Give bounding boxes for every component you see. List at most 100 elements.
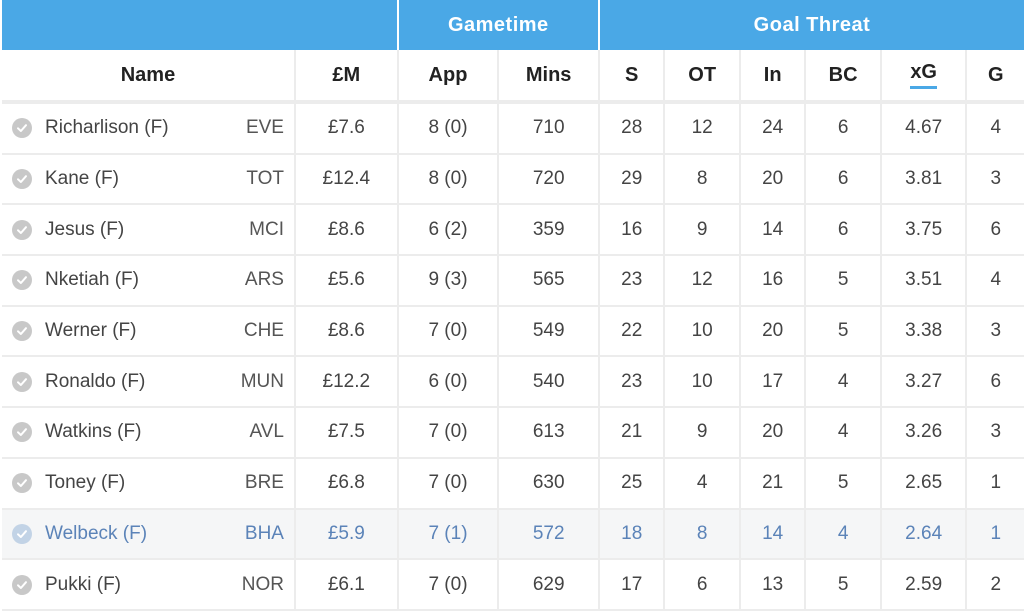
team-code: AVL xyxy=(249,421,284,443)
player-name[interactable]: Toney (F) xyxy=(45,472,126,494)
table-row[interactable]: Toney (F) BRE £6.8 7 (0) 630 25 4 21 5 2.65 1 xyxy=(2,457,1024,510)
xg-cell: 3.75 xyxy=(880,204,968,257)
goals-cell: 3 xyxy=(966,305,1024,358)
price-cell: £8.6 xyxy=(294,204,399,257)
team-code: MUN xyxy=(240,370,284,392)
big-chances-cell: 4 xyxy=(805,356,882,409)
team-code: EVE xyxy=(245,117,284,139)
player-cell-wrap: Nketiah (F) ARS xyxy=(12,269,294,291)
player-name[interactable]: Welbeck (F) xyxy=(45,522,148,544)
mins-cell: 629 xyxy=(498,559,600,611)
check-circle-icon[interactable] xyxy=(12,422,32,443)
goals-cell: 3 xyxy=(966,153,1024,206)
goals-cell: 4 xyxy=(966,255,1024,307)
goals-cell: 2 xyxy=(966,559,1024,611)
check-circle-icon[interactable] xyxy=(12,473,32,494)
group-header-blank xyxy=(2,0,399,50)
in-box-cell: 13 xyxy=(739,559,807,611)
player-cell-wrap: Welbeck (F) BHA xyxy=(12,523,294,545)
column-header-app[interactable]: App xyxy=(397,50,500,104)
column-header-name[interactable]: Name xyxy=(2,50,296,104)
table-row[interactable]: Richarlison (F) EVE £7.6 8 (0) 710 28 12 24 6 4.6… xyxy=(2,102,1024,155)
check-circle-icon[interactable] xyxy=(12,118,32,139)
table-row[interactable]: Nketiah (F) ARS £5.6 9 (3) 565 23 12 16 5 3.51 4 xyxy=(2,255,1024,307)
player-name-group: Watkins (F) xyxy=(12,421,141,443)
team-code: ARS xyxy=(244,269,284,291)
player-name[interactable]: Ronaldo (F) xyxy=(45,370,146,392)
player-name[interactable]: Richarlison (F) xyxy=(45,117,169,139)
player-cell-wrap: Ronaldo (F) MUN xyxy=(12,371,294,393)
price-cell: £5.9 xyxy=(294,508,399,561)
goals-cell: 3 xyxy=(966,407,1024,459)
column-header-mins[interactable]: Mins xyxy=(498,50,600,104)
column-header-big-chances-label: BC xyxy=(828,63,858,86)
mins-cell: 710 xyxy=(498,102,600,155)
shots-cell: 17 xyxy=(599,559,666,611)
xg-cell: 2.59 xyxy=(880,559,968,611)
column-header-goals[interactable]: G xyxy=(966,50,1024,104)
check-circle-icon[interactable] xyxy=(12,574,32,595)
player-name[interactable]: Pukki (F) xyxy=(45,573,121,595)
on-target-cell: 12 xyxy=(664,102,741,155)
on-target-cell: 10 xyxy=(664,356,741,409)
in-box-cell: 20 xyxy=(739,305,807,358)
check-circle-icon[interactable] xyxy=(12,523,32,544)
shots-cell: 21 xyxy=(599,407,666,459)
price-cell: £12.4 xyxy=(294,153,399,206)
player-cell: Werner (F) CHE xyxy=(2,305,296,358)
player-cell-wrap: Toney (F) BRE xyxy=(12,472,294,494)
column-header-big-chances[interactable]: BC xyxy=(805,50,882,104)
player-name[interactable]: Watkins (F) xyxy=(45,421,142,443)
group-header-gametime: Gametime xyxy=(397,0,601,50)
on-target-cell: 8 xyxy=(664,508,741,561)
player-cell: Ronaldo (F) MUN xyxy=(2,356,296,409)
price-cell: £7.5 xyxy=(294,407,399,459)
player-name[interactable]: Kane (F) xyxy=(45,168,119,190)
on-target-cell: 9 xyxy=(664,407,741,459)
player-cell: Kane (F) TOT xyxy=(2,153,296,206)
big-chances-cell: 5 xyxy=(805,255,882,307)
check-circle-icon[interactable] xyxy=(12,219,32,240)
goals-cell: 1 xyxy=(966,457,1024,510)
mins-cell: 572 xyxy=(498,508,600,561)
column-header-price[interactable]: £M xyxy=(294,50,399,104)
table-row[interactable]: Watkins (F) AVL £7.5 7 (0) 613 21 9 20 4 3.26 3 xyxy=(2,407,1024,459)
player-name[interactable]: Werner (F) xyxy=(45,320,137,342)
xg-cell: 3.27 xyxy=(880,356,968,409)
player-name[interactable]: Nketiah (F) xyxy=(45,269,139,291)
check-circle-icon[interactable] xyxy=(12,169,32,190)
shots-cell: 16 xyxy=(599,204,666,257)
check-circle-icon[interactable] xyxy=(12,371,32,392)
player-name-group: Toney (F) xyxy=(12,472,125,494)
goals-cell: 4 xyxy=(966,102,1024,155)
player-cell: Pukki (F) NOR xyxy=(2,559,296,611)
column-header-xg[interactable]: xG xyxy=(880,50,968,104)
table-row[interactable]: Werner (F) CHE £8.6 7 (0) 549 22 10 20 5 3.38 3 xyxy=(2,305,1024,358)
player-name[interactable]: Jesus (F) xyxy=(45,218,125,240)
column-header-on-target-label: OT xyxy=(688,63,717,86)
table-row[interactable]: Jesus (F) MCI £8.6 6 (2) 359 16 9 14 6 3.75 6 xyxy=(2,204,1024,257)
check-circle-icon[interactable] xyxy=(12,270,32,291)
column-header-shots[interactable]: S xyxy=(599,50,666,104)
column-header-on-target[interactable]: OT xyxy=(664,50,741,104)
big-chances-cell: 6 xyxy=(805,102,882,155)
mins-cell: 720 xyxy=(498,153,600,206)
in-box-cell: 14 xyxy=(739,508,807,561)
table-row[interactable]: Kane (F) TOT £12.4 8 (0) 720 29 8 20 6 3.81 3 xyxy=(2,153,1024,206)
app-cell: 7 (0) xyxy=(397,305,500,358)
mins-cell: 549 xyxy=(498,305,600,358)
in-box-cell: 20 xyxy=(739,407,807,459)
check-circle-icon[interactable] xyxy=(12,321,32,342)
player-name-group: Welbeck (F) xyxy=(12,523,147,545)
app-cell: 7 (0) xyxy=(397,457,500,510)
xg-cell: 2.64 xyxy=(880,508,968,561)
table-row[interactable]: Pukki (F) NOR £6.1 7 (0) 629 17 6 13 5 2.59 2 xyxy=(2,559,1024,611)
column-header-app-label: App xyxy=(428,63,468,86)
player-cell: Richarlison (F) EVE xyxy=(2,102,296,155)
table-row[interactable]: Welbeck (F) BHA £5.9 7 (1) 572 18 8 14 4 2.64 1 xyxy=(2,508,1024,561)
player-name-group: Nketiah (F) xyxy=(12,269,139,291)
table-row[interactable]: Ronaldo (F) MUN £12.2 6 (0) 540 23 10 17 4 3.27 6 xyxy=(2,356,1024,409)
column-header-row: Name £M App Mins S OT In BC xG G xyxy=(2,50,1024,104)
column-header-in-box[interactable]: In xyxy=(739,50,807,104)
